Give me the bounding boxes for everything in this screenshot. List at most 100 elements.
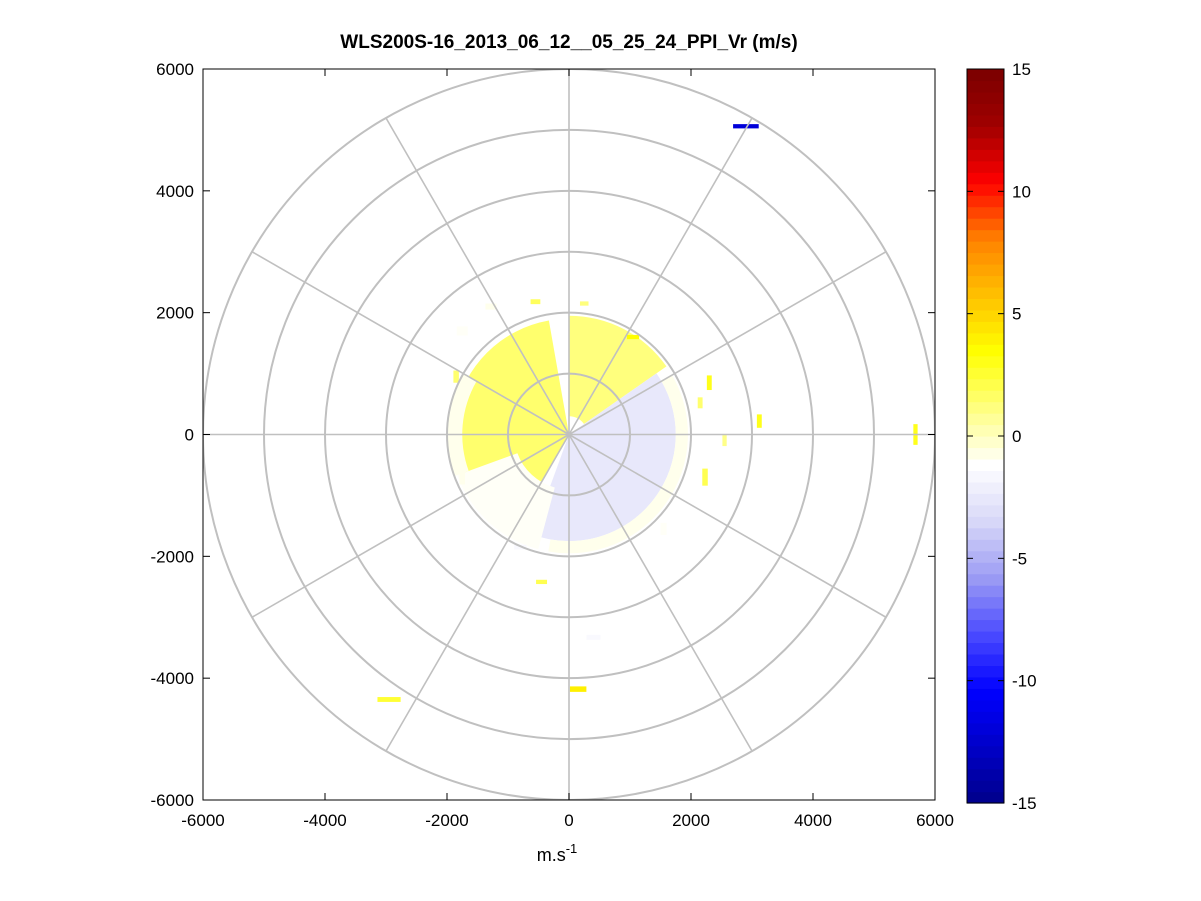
colorbar-band [967, 436, 1004, 449]
colorbar-ticks: 15 10 5 0 -5 -10 -15 [967, 60, 1037, 813]
x-axis-label-base: m.s [537, 845, 566, 865]
x-tick-label: -2000 [425, 811, 468, 830]
echo-gate [660, 522, 667, 536]
colorbar-band [967, 172, 1004, 185]
colorbar-band [967, 355, 1004, 368]
colorbar-band [967, 229, 1004, 242]
colorbar-band [967, 768, 1004, 781]
colorbar-band [967, 791, 1004, 804]
colorbar-band [967, 653, 1004, 666]
sector-light-blue-west-rim [447, 373, 477, 477]
colorbar-band [967, 126, 1004, 139]
azimuth-spoke [385, 434, 570, 752]
colorbar-band [967, 195, 1004, 208]
colorbar-band [967, 263, 1004, 277]
colorbar-band [967, 757, 1004, 770]
echo-gate [697, 397, 703, 409]
colorbar-band [967, 91, 1004, 105]
colorbar-band [967, 458, 1004, 472]
colorbar-band [967, 114, 1004, 127]
x-tick-label: 0 [564, 811, 573, 830]
x-tick-label: 6000 [916, 811, 954, 830]
colorbar-band [967, 103, 1004, 116]
colorbar-band [967, 378, 1004, 391]
sector-light-blue-rim [548, 375, 688, 554]
chart-title: WLS200S-16_2013_06_12__05_25_24_PPI_Vr (… [340, 32, 797, 53]
x-axis-label: m.s-1 [537, 841, 578, 865]
azimuth-spoke [568, 251, 887, 436]
x-axis: -6000 -4000 -2000 0 2000 4000 6000 [181, 69, 954, 830]
colorbar-band [967, 481, 1004, 494]
colorbar-band [967, 321, 1004, 334]
velocity-field [377, 124, 918, 702]
colorbar-band [967, 160, 1004, 173]
colorbar-band [967, 585, 1004, 598]
plot-area: -6000 -4000 -2000 0 2000 4000 6000 -6000-4000-… [151, 60, 954, 830]
colorbar-band [967, 665, 1004, 678]
colorbar-band [967, 539, 1004, 552]
colorbar-band [967, 699, 1004, 712]
x-tick-label: -4000 [303, 811, 346, 830]
sector-light-yellow-northeast [569, 315, 667, 425]
echo-gate [586, 634, 601, 640]
colorbar-band [967, 241, 1004, 254]
colorbar-band [967, 550, 1004, 563]
colorbar-band [967, 80, 1004, 93]
colorbar-band [967, 367, 1004, 380]
colorbar-band [967, 424, 1004, 437]
colorbar-band [967, 608, 1004, 621]
azimuth-spoke [385, 117, 570, 435]
colorbar-band [967, 619, 1004, 632]
colorbar-band [967, 688, 1004, 701]
echo-gate [536, 579, 548, 585]
colorbar-band [967, 596, 1004, 609]
azimuth-spoke [251, 433, 570, 618]
colorbar-tick-label: -15 [1012, 794, 1037, 813]
colorbar-band [967, 676, 1004, 689]
colorbar-band [967, 413, 1004, 426]
echo-gate [456, 326, 468, 336]
colorbar-band [967, 183, 1004, 196]
colorbar-band [967, 137, 1004, 150]
colorbar-band [967, 298, 1004, 311]
colorbar-band [967, 332, 1004, 345]
colorbar-band [967, 401, 1004, 414]
azimuth-spoke [568, 433, 887, 618]
echo-gate [756, 414, 762, 428]
echo-gate [485, 303, 497, 310]
colorbar-tick-label: 0 [1012, 427, 1021, 446]
y-axis: -6000 -4000 -2000 0 2000 4000 6000 [151, 60, 935, 810]
echo-gate [530, 299, 541, 305]
y-tick-label: -6000 [151, 791, 194, 810]
y-tick-label: 2000 [156, 304, 194, 323]
x-tick-label: -6000 [181, 811, 224, 830]
colorbar-band [967, 642, 1004, 655]
colorbar-band [967, 722, 1004, 735]
x-tick-label: 4000 [794, 811, 832, 830]
colorbar-tick-label: 5 [1012, 305, 1021, 324]
colorbar-band [967, 562, 1004, 575]
sector-light-blue-southwest [457, 453, 555, 550]
colorbar-band [967, 630, 1004, 644]
colorbar-band [967, 780, 1004, 793]
echo-gate [722, 435, 727, 447]
x-axis-label-exponent: -1 [566, 841, 578, 856]
echo-gate [702, 468, 708, 486]
echo-gate [706, 375, 712, 391]
y-tick-label: 4000 [156, 182, 194, 201]
y-tick-label: 6000 [156, 60, 194, 79]
polar-grid [203, 69, 935, 800]
colorbar-tick-label: -5 [1012, 549, 1027, 568]
colorbar-band [967, 252, 1004, 265]
colorbar-band [967, 309, 1004, 322]
colorbar-tick-label: 15 [1012, 60, 1031, 79]
colorbar-band [967, 149, 1004, 162]
colorbar-band [967, 470, 1004, 483]
colorbar-band [967, 711, 1004, 724]
colorbar-band [967, 516, 1004, 529]
colorbar-band [967, 504, 1004, 517]
colorbar-gradient [967, 69, 1004, 804]
colorbar-band [967, 527, 1004, 540]
colorbar-band [967, 573, 1004, 586]
